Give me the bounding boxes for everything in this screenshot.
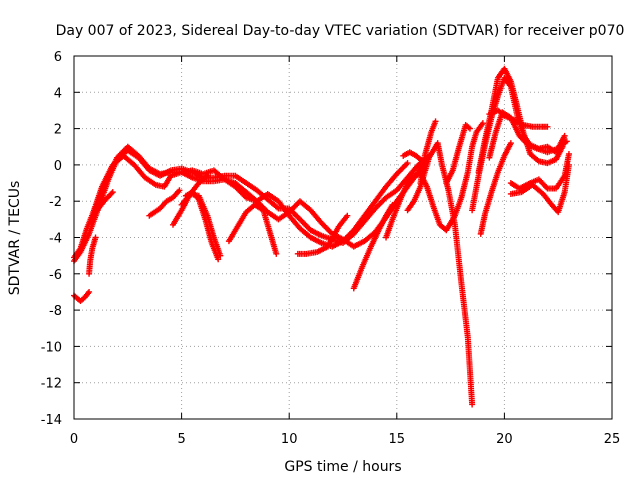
data-point (404, 160, 411, 167)
data-point (418, 157, 425, 164)
series-track-17 (443, 121, 473, 187)
data-point (500, 111, 507, 118)
data-point (273, 250, 280, 257)
data-point (86, 288, 93, 295)
x-tick-label: 0 (70, 432, 78, 447)
data-point (469, 401, 476, 408)
y-tick-label: -14 (41, 413, 62, 428)
y-tick-label: -2 (49, 195, 62, 210)
y-tick-label: -12 (41, 377, 62, 392)
series-track-5 (71, 288, 93, 305)
data-point (176, 187, 183, 194)
x-tick-label: 10 (281, 432, 298, 447)
y-tick-label: 4 (54, 86, 62, 101)
y-tick-label: -6 (49, 268, 62, 283)
series-track-24 (507, 161, 572, 216)
data-point (419, 158, 426, 165)
x-tick-label: 15 (389, 432, 406, 447)
data-point (109, 189, 116, 196)
series-track-12 (294, 212, 351, 257)
chart-title: Day 007 of 2023, Sidereal Day-to-day VTE… (56, 23, 625, 39)
data-point (108, 190, 115, 197)
x-tick-label: 20 (496, 432, 513, 447)
data-point (544, 123, 551, 130)
data-point (466, 125, 473, 132)
data-point (543, 184, 550, 191)
data-point (215, 256, 222, 263)
y-tick-label: -8 (49, 304, 62, 319)
series-track-10 (182, 189, 222, 263)
series-track-6 (86, 234, 99, 277)
data-point (432, 118, 439, 125)
data-point (563, 138, 570, 145)
series-track-16 (417, 118, 439, 187)
data-point (92, 234, 99, 241)
x-axis-label: GPS time / hours (284, 459, 401, 475)
series-track-22 (477, 140, 514, 237)
data-point (565, 161, 572, 168)
data-point (507, 140, 514, 147)
data-point (565, 151, 572, 158)
series-track-25 (400, 149, 426, 165)
y-axis-label: SDTVAR / TECUs (7, 181, 23, 296)
y-tick-label: 2 (54, 123, 62, 138)
series-track-15 (404, 140, 476, 408)
data-point (389, 201, 396, 208)
data-point (204, 172, 211, 179)
series-track-4 (88, 189, 116, 226)
y-tick-label: -4 (49, 232, 62, 247)
series-track-3 (90, 152, 411, 250)
axis-ticks: 0 5 10 15 20 25 -14 -12 -10 -8 -6 -4 -2 0 2 4 6 (41, 50, 621, 447)
series-track-21 (486, 107, 551, 130)
data-point (344, 212, 351, 219)
series-track-14 (383, 120, 486, 241)
y-tick-label: -10 (41, 340, 62, 355)
series-track-13 (350, 201, 396, 292)
series-track-7 (146, 187, 183, 219)
series-track-11 (225, 201, 280, 257)
data-point (479, 120, 486, 127)
x-tick-label: 25 (604, 432, 621, 447)
x-tick-label: 5 (177, 432, 185, 447)
data-point (561, 132, 568, 139)
y-tick-label: 0 (54, 159, 62, 174)
y-tick-label: 6 (54, 50, 62, 65)
series-track-23 (507, 151, 572, 192)
data-points (71, 65, 572, 408)
